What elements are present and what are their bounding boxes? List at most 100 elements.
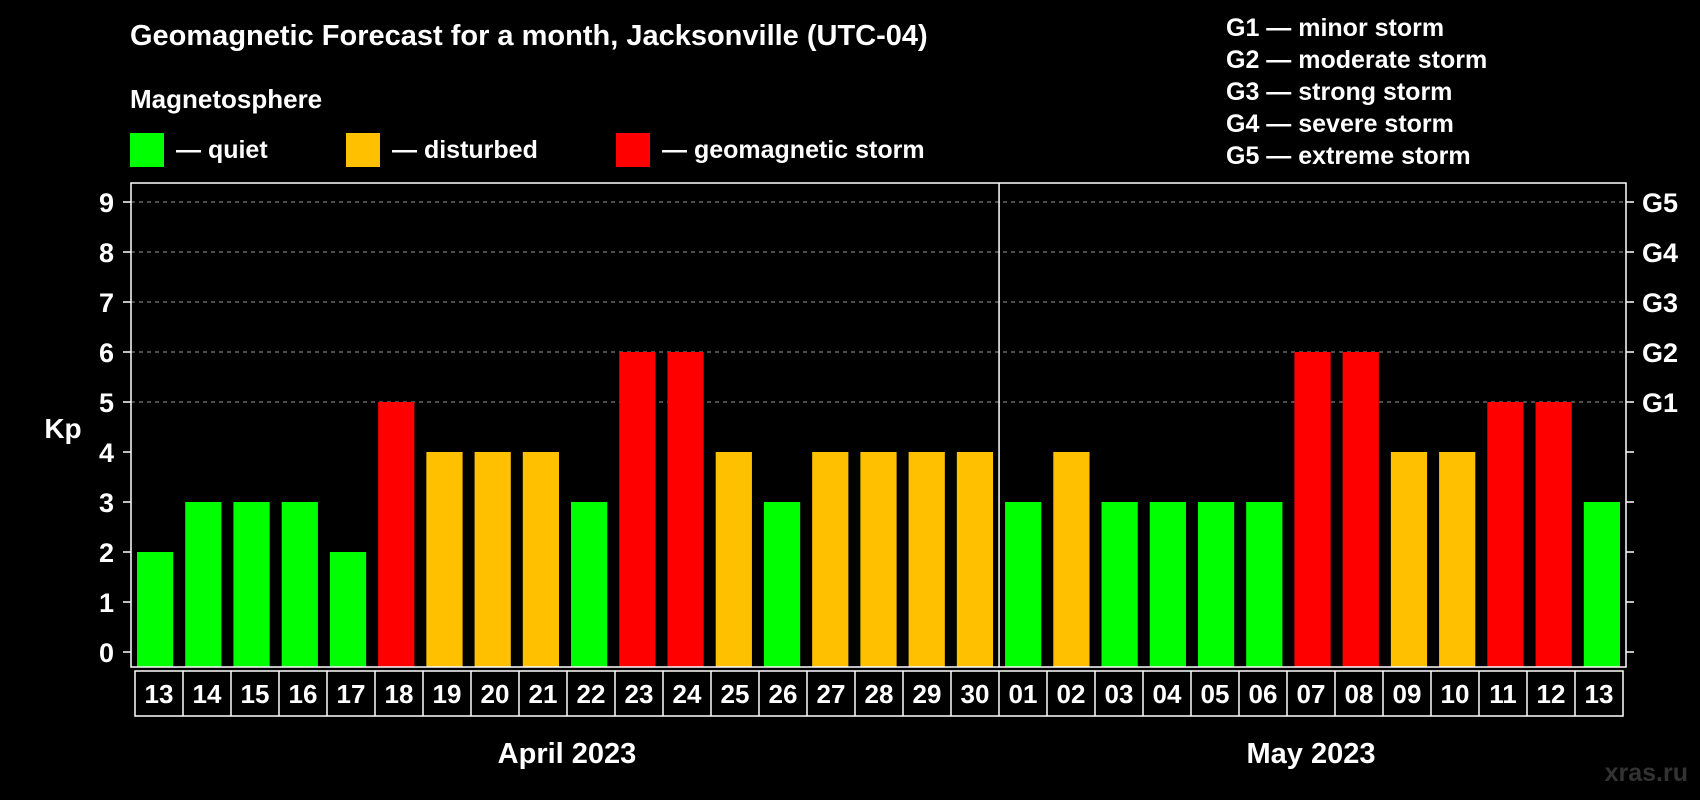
legend-swatch-storm xyxy=(616,133,650,167)
kp-bar xyxy=(812,452,849,667)
kp-bar xyxy=(1053,452,1090,667)
legend-heading: Magnetosphere xyxy=(130,84,323,114)
bars-layer xyxy=(137,352,1620,667)
y-tick-label: 2 xyxy=(99,538,114,568)
x-tick-label: 30 xyxy=(961,679,990,709)
y-tick-label: 0 xyxy=(99,638,114,668)
y-tick-label: 4 xyxy=(99,438,114,468)
kp-bar xyxy=(378,402,415,667)
x-tick-label: 04 xyxy=(1153,679,1182,709)
x-tick-label: 18 xyxy=(385,679,414,709)
x-tick-label: 15 xyxy=(241,679,270,709)
x-tick-label: 14 xyxy=(193,679,222,709)
legend-swatch-quiet xyxy=(130,133,164,167)
x-tick-label: 21 xyxy=(529,679,558,709)
x-tick-label: 11 xyxy=(1489,679,1517,709)
y-tick-label: 8 xyxy=(99,238,114,268)
y-tick-label: 7 xyxy=(99,288,114,318)
legend-label-storm: — geomagnetic storm xyxy=(662,135,925,164)
legend-item-quiet: — quiet xyxy=(130,133,268,167)
x-tick-label: 13 xyxy=(1585,679,1614,709)
g-level-label: G4 xyxy=(1642,238,1678,268)
x-tick-label: 26 xyxy=(769,679,798,709)
kp-bar xyxy=(1535,402,1572,667)
kp-bar xyxy=(474,452,511,667)
y-tick-label: 9 xyxy=(99,188,114,218)
x-tick-label: 22 xyxy=(577,679,606,709)
legend-item-disturbed: — disturbed xyxy=(346,133,538,167)
kp-bar xyxy=(185,502,222,667)
legend-item-storm: — geomagnetic storm xyxy=(616,133,925,167)
storm-scale-g3: G3 — strong storm xyxy=(1226,78,1453,106)
kp-bar xyxy=(281,502,318,667)
x-tick-label: 25 xyxy=(721,679,750,709)
frame-layer xyxy=(130,182,1627,668)
kp-bar xyxy=(1487,402,1524,667)
month-label: April 2023 xyxy=(498,738,637,770)
storm-scale-g4: G4 — severe storm xyxy=(1226,110,1454,138)
grid-layer xyxy=(131,201,1626,403)
x-tick-label: 17 xyxy=(337,679,366,709)
kp-bar xyxy=(1005,502,1042,667)
y-tick-label: 1 xyxy=(99,588,114,618)
kp-bar xyxy=(1101,502,1138,667)
y-tick-label: 3 xyxy=(99,488,114,518)
x-tick-label: 08 xyxy=(1345,679,1374,709)
chart-title: Geomagnetic Forecast for a month, Jackso… xyxy=(130,20,928,52)
y-axis-label: Kp xyxy=(44,413,81,444)
kp-bar xyxy=(619,352,656,667)
watermark: xras.ru xyxy=(1604,759,1688,787)
x-tick-label: 24 xyxy=(673,679,702,709)
kp-bar xyxy=(908,452,945,667)
kp-bar xyxy=(1342,352,1379,667)
x-tick-label: 19 xyxy=(433,679,462,709)
date-row-frame xyxy=(134,670,1624,717)
kp-bar xyxy=(715,452,752,667)
y-tick-label: 5 xyxy=(99,388,114,418)
x-tick-label: 23 xyxy=(625,679,654,709)
kp-bar xyxy=(1390,452,1428,667)
x-tick-label: 03 xyxy=(1105,679,1134,709)
x-tick-label: 20 xyxy=(481,679,510,709)
legend-label-disturbed: — disturbed xyxy=(392,135,538,164)
x-tick-label: 09 xyxy=(1393,679,1422,709)
legend-swatch-disturbed xyxy=(346,133,380,167)
kp-bar xyxy=(956,452,994,667)
x-tick-label: 07 xyxy=(1297,679,1326,709)
storm-scale-g2: G2 — moderate storm xyxy=(1226,46,1488,74)
kp-bar xyxy=(1439,452,1476,667)
kp-bar xyxy=(137,552,174,667)
storm-scale-g5: G5 — extreme storm xyxy=(1226,142,1471,170)
kp-bar xyxy=(860,452,897,667)
g-level-label: G2 xyxy=(1642,338,1678,368)
x-tick-label: 28 xyxy=(865,679,894,709)
x-tick-label: 06 xyxy=(1249,679,1278,709)
x-tick-label: 29 xyxy=(913,679,942,709)
kp-bar xyxy=(329,552,367,667)
kp-bar xyxy=(667,352,704,667)
kp-bar xyxy=(233,502,270,667)
kp-bar xyxy=(1149,502,1186,667)
x-tick-label: 10 xyxy=(1441,679,1470,709)
kp-bar xyxy=(426,452,463,667)
x-tick-label: 12 xyxy=(1537,679,1566,709)
kp-bar xyxy=(1294,352,1331,667)
legend-label-quiet: — quiet xyxy=(176,135,268,164)
x-tick-label: 27 xyxy=(817,679,846,709)
x-tick-label: 01 xyxy=(1009,679,1038,709)
plot-frame xyxy=(130,182,1627,668)
x-tick-label: 16 xyxy=(289,679,318,709)
kp-bar xyxy=(1197,502,1235,667)
storm-scale-list: G1 — minor storm G2 — moderate storm G3 … xyxy=(1226,12,1487,172)
g-level-label: G3 xyxy=(1642,288,1678,318)
y-tick-label: 6 xyxy=(99,338,114,368)
x-tick-label: 02 xyxy=(1057,679,1086,709)
x-tick-label: 05 xyxy=(1201,679,1230,709)
month-label: May 2023 xyxy=(1247,738,1376,770)
kp-bar xyxy=(571,502,608,667)
kp-bar xyxy=(763,502,801,667)
kp-bar xyxy=(1246,502,1283,667)
g-level-label: G1 xyxy=(1642,388,1678,418)
